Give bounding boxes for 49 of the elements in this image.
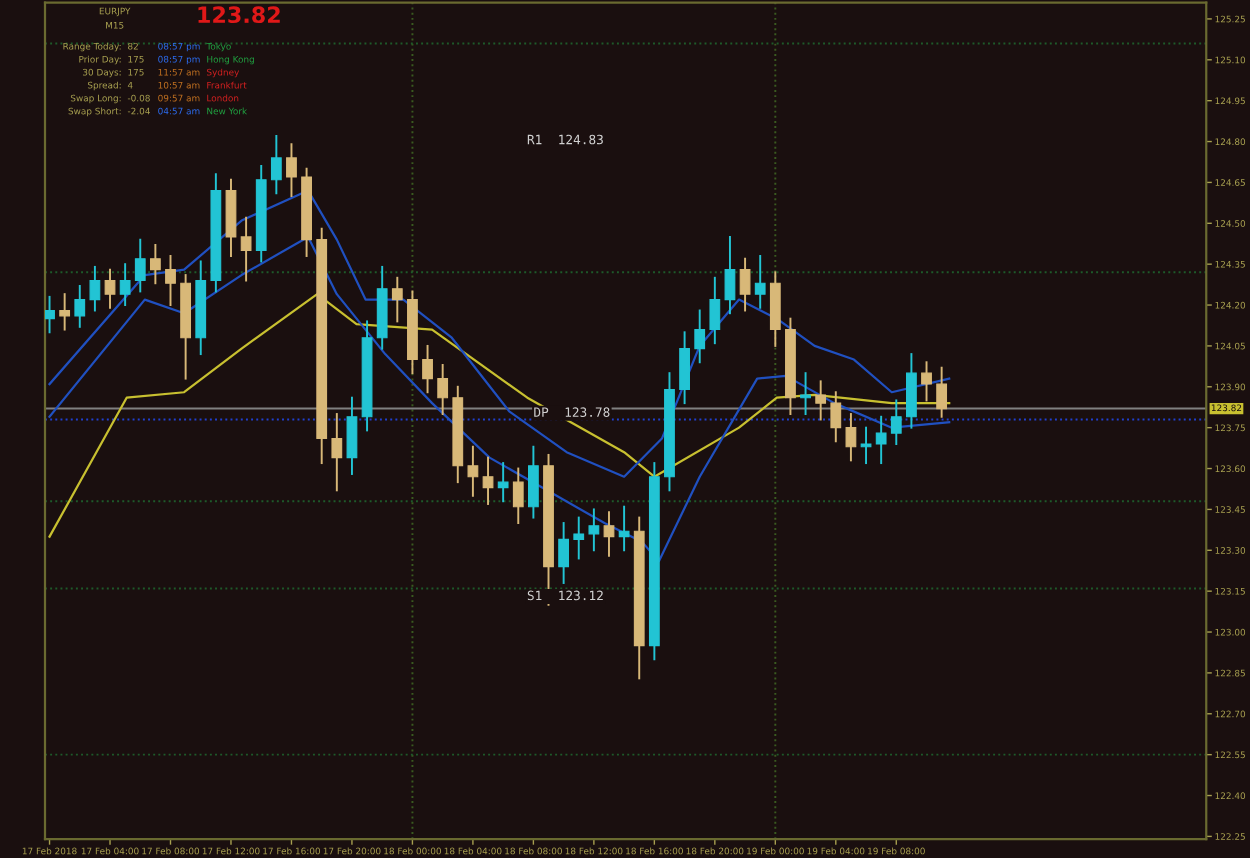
line-series xyxy=(48,293,951,538)
candlestick xyxy=(165,255,176,307)
candlestick xyxy=(845,413,857,462)
candlestick xyxy=(346,396,358,475)
candlestick xyxy=(437,364,449,416)
candlestick xyxy=(769,271,781,347)
candlestick xyxy=(890,399,902,445)
candlestick xyxy=(588,508,600,552)
candlestick xyxy=(74,285,86,328)
candlestick xyxy=(149,244,161,285)
candlestick xyxy=(558,522,570,584)
candlestick xyxy=(134,238,146,293)
candlestick xyxy=(286,143,297,198)
candlestick xyxy=(724,235,736,315)
candlestick xyxy=(603,511,615,557)
candlestick xyxy=(527,445,539,519)
candlestick xyxy=(497,462,509,503)
candlestick xyxy=(467,445,479,497)
candlestick xyxy=(936,366,948,418)
annotation: 123.82 xyxy=(198,6,280,24)
candlestick xyxy=(709,276,721,345)
candlestick xyxy=(860,426,872,465)
candlestick xyxy=(573,516,585,560)
candlestick xyxy=(391,276,403,323)
candlestick xyxy=(618,505,630,552)
candlestick xyxy=(331,413,343,492)
candlestick xyxy=(422,344,433,394)
candlestick xyxy=(754,255,766,309)
line-series xyxy=(48,235,951,563)
candlestick xyxy=(240,216,252,282)
candlestick xyxy=(694,309,706,364)
candlestick xyxy=(119,263,131,307)
candlestick xyxy=(921,361,932,402)
candlestick xyxy=(679,331,690,405)
candlestick xyxy=(875,415,887,465)
candlestick xyxy=(906,353,917,429)
candlestick xyxy=(45,295,55,334)
candlestick xyxy=(512,467,524,524)
candlestick xyxy=(482,456,494,505)
candlestick xyxy=(59,293,71,331)
candlestick xyxy=(89,265,101,312)
candlestick xyxy=(800,372,811,416)
candlestick xyxy=(739,257,751,312)
candlestick xyxy=(104,268,116,309)
candlestick xyxy=(815,380,827,421)
line-series xyxy=(48,189,951,478)
candlestick xyxy=(830,391,842,443)
candlestick xyxy=(270,135,282,195)
candlestick xyxy=(225,178,237,257)
